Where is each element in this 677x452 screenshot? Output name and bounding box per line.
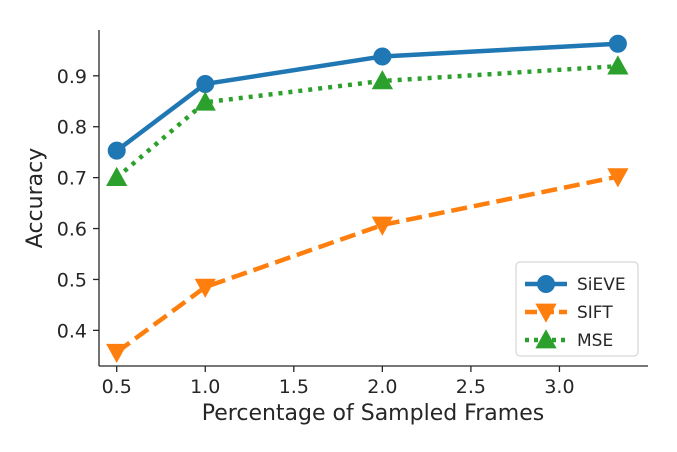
data-point-mse — [194, 91, 216, 111]
x-tick-label: 1.5 — [279, 376, 309, 398]
data-point-sieve — [373, 47, 392, 66]
series-line-sift — [115, 174, 619, 355]
data-point-mse — [106, 166, 128, 186]
legend: SiEVE SIFT MSE — [515, 261, 639, 357]
series-markers — [106, 34, 629, 364]
data-point-sift — [607, 168, 629, 188]
data-point-sift — [371, 216, 393, 236]
legend-marker-sieve — [537, 275, 555, 293]
y-ticks: 0.4 0.5 0.6 0.7 0.8 0.9 — [57, 66, 99, 342]
y-tick-label: 0.4 — [57, 320, 87, 342]
x-tick-label: 0.5 — [102, 376, 132, 398]
series-line-sieve — [115, 41, 619, 153]
legend-entries: SiEVE SIFT MSE — [525, 275, 626, 351]
data-point-sieve — [196, 74, 215, 93]
data-point-mse — [371, 70, 393, 90]
legend-marker-mse — [535, 329, 557, 349]
x-axis-label: Percentage of Sampled Frames — [202, 401, 544, 426]
data-point-sift — [194, 278, 216, 298]
data-point-sieve — [107, 141, 126, 160]
x-tick-label: 3.0 — [544, 376, 574, 398]
x-tick-label: 2.0 — [367, 376, 397, 398]
legend-label-sift: SIFT — [577, 303, 613, 323]
y-tick-label: 0.9 — [57, 66, 87, 88]
legend-marker-sift — [535, 303, 557, 323]
y-tick-label: 0.5 — [57, 269, 87, 291]
data-point-sift — [106, 343, 128, 364]
y-axis-label: Accuracy — [23, 148, 48, 248]
data-point-mse — [607, 55, 629, 75]
x-tick-label: 2.5 — [456, 376, 486, 398]
y-tick-label: 0.8 — [57, 117, 87, 139]
y-tick-label: 0.7 — [57, 168, 87, 190]
x-ticks: 0.5 1.0 1.5 2.0 2.5 3.0 — [102, 366, 575, 398]
data-point-sieve — [608, 34, 627, 53]
legend-label-sieve: SiEVE — [577, 275, 626, 295]
plot-area: 0.5 1.0 1.5 2.0 2.5 3.0 0.4 0.5 0.6 0.7 0.8 0.9 — [57, 30, 648, 398]
series-line-mse — [115, 63, 619, 180]
series-lines — [115, 41, 619, 355]
legend-label-mse: MSE — [577, 331, 613, 351]
y-tick-label: 0.6 — [57, 219, 87, 241]
x-tick-label: 1.0 — [190, 376, 220, 398]
